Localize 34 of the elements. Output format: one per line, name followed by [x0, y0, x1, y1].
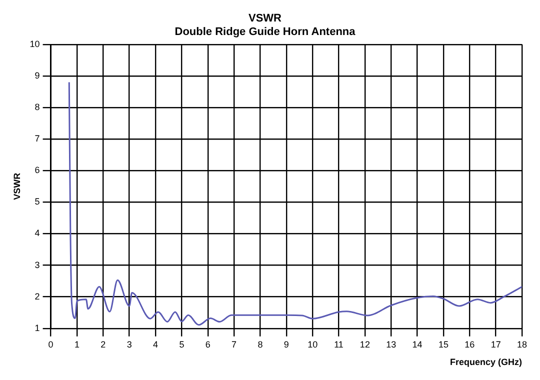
- x-axis-title: Frequency (GHz): [450, 357, 522, 368]
- x-tick-label: 18: [516, 339, 528, 350]
- x-tick-label: 14: [412, 339, 422, 350]
- y-tick-label: 3: [34, 260, 40, 270]
- x-tick-label: 12: [360, 339, 370, 350]
- x-tick-label: 9: [284, 339, 289, 350]
- x-tick-label: 1: [74, 339, 80, 350]
- x-tick-label: 11: [334, 339, 344, 350]
- y-tick-label: 10: [30, 38, 40, 49]
- x-tick-label: 2: [100, 339, 106, 350]
- line-series: [68, 82, 522, 326]
- y-tick-label: 2: [34, 291, 40, 302]
- chart-title: VSWR: [248, 12, 282, 25]
- y-tick-label: 8: [34, 102, 40, 112]
- x-tick-label: 7: [232, 339, 237, 350]
- x-tick-label: 10: [308, 339, 318, 350]
- x-tick-label: 5: [179, 339, 184, 350]
- y-tick-label: 1: [34, 322, 40, 333]
- y-tick-label: 9: [34, 70, 40, 80]
- x-tick-label: 4: [153, 339, 158, 350]
- chart-subtitle: Double Ridge Guide Horn Antenna: [174, 26, 356, 38]
- x-tick-label: 16: [464, 339, 475, 350]
- y-axis-title: VSWR: [12, 172, 22, 200]
- x-tick-label: 8: [258, 339, 263, 350]
- y-tick-label: 6: [34, 165, 40, 176]
- x-tick-label: 17: [490, 339, 501, 350]
- x-tick-label: 15: [438, 339, 448, 350]
- x-tick-label: 3: [126, 339, 132, 350]
- x-tick-label: 0: [48, 339, 54, 350]
- y-tick-label: 5: [34, 196, 40, 207]
- x-tick-label: 6: [205, 339, 210, 350]
- y-tick-label: 4: [34, 228, 40, 238]
- y-tick-label: 7: [34, 134, 40, 144]
- x-tick-label: 13: [386, 339, 396, 350]
